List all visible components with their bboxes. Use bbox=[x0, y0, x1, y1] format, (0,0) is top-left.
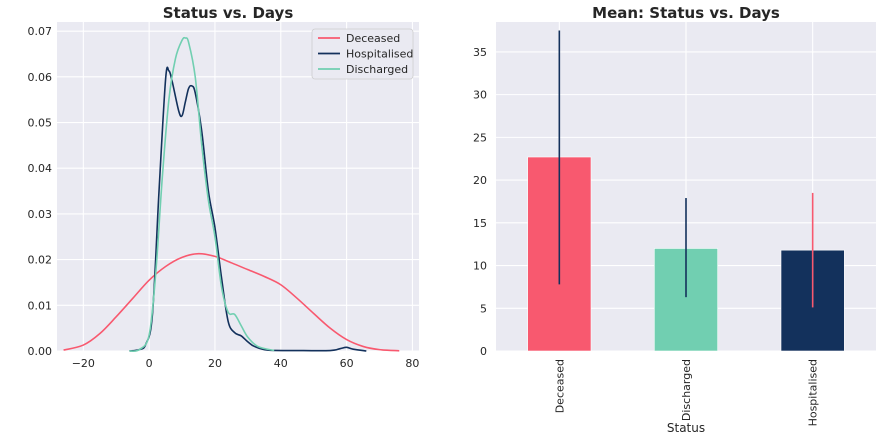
kde-legend: Deceased Hospitalised Discharged bbox=[311, 28, 414, 80]
legend-box bbox=[311, 28, 414, 80]
kde-grid bbox=[57, 22, 419, 352]
bar-chart-title: Mean: Status vs. Days bbox=[592, 4, 780, 22]
legend-entries: Deceased Hospitalised Discharged bbox=[318, 32, 413, 76]
bar-chart: 0 5 10 15 20 25 30 35 Deceased Discharged Hospita… bbox=[473, 4, 876, 435]
bar-y-tick-labels: 0 5 10 15 20 25 30 35 bbox=[473, 46, 487, 358]
kde-x-tick-label: 0 bbox=[146, 357, 153, 370]
kde-y-tick-label: 0.04 bbox=[28, 162, 53, 175]
bar-y-tick-label: 10 bbox=[473, 260, 487, 273]
bar-y-tick-label: 20 bbox=[473, 174, 487, 187]
series-line-hospitalised bbox=[129, 66, 367, 352]
bar-y-tick-label: 25 bbox=[473, 131, 487, 144]
series-line-discharged bbox=[129, 36, 275, 353]
legend-label-discharged: Discharged bbox=[346, 63, 408, 76]
bar-y-tick-label: 30 bbox=[473, 89, 487, 102]
legend-label-deceased: Deceased bbox=[346, 32, 400, 45]
bar-x-tick-label-discharged: Discharged bbox=[680, 359, 693, 421]
kde-y-tick-label: 0.03 bbox=[28, 208, 53, 221]
kde-y-tick-label: 0.05 bbox=[28, 117, 53, 130]
bar-y-tick-label: 0 bbox=[480, 345, 487, 358]
kde-x-tick-label: −20 bbox=[72, 357, 95, 370]
kde-x-tick-label: 40 bbox=[274, 357, 288, 370]
bar-y-tick-label: 15 bbox=[473, 217, 487, 230]
kde-x-tick-labels: −20 0 20 40 60 80 bbox=[72, 357, 420, 370]
bar-y-tick-label: 5 bbox=[480, 302, 487, 315]
bar-x-axis-label: Status bbox=[667, 421, 705, 435]
series-line-deceased bbox=[63, 252, 400, 352]
bar-x-tick-label-hospitalised: Hospitalised bbox=[807, 359, 820, 426]
kde-y-tick-label: 0.02 bbox=[28, 254, 53, 267]
kde-y-tick-label: 0.06 bbox=[28, 71, 53, 84]
kde-y-tick-label: 0.00 bbox=[28, 345, 53, 358]
kde-x-tick-label: 80 bbox=[405, 357, 419, 370]
legend-label-hospitalised: Hospitalised bbox=[346, 48, 413, 61]
error-bars bbox=[558, 30, 814, 308]
bar-x-tick-labels: Deceased Discharged Hospitalised bbox=[553, 359, 819, 426]
kde-y-tick-label: 0.01 bbox=[28, 299, 53, 312]
kde-chart: 0.00 0.01 0.02 0.03 0.04 0.05 0.06 0.07 −20 0 20 4… bbox=[28, 4, 420, 370]
kde-series-lines bbox=[63, 36, 400, 353]
kde-chart-title: Status vs. Days bbox=[163, 4, 294, 22]
kde-y-tick-label: 0.07 bbox=[28, 25, 53, 38]
kde-y-tick-labels: 0.00 0.01 0.02 0.03 0.04 0.05 0.06 0.07 bbox=[28, 25, 53, 358]
kde-x-tick-label: 60 bbox=[340, 357, 354, 370]
bar-x-tick-label-deceased: Deceased bbox=[553, 359, 566, 413]
bar-y-tick-label: 35 bbox=[473, 46, 487, 59]
kde-x-tick-label: 20 bbox=[208, 357, 222, 370]
